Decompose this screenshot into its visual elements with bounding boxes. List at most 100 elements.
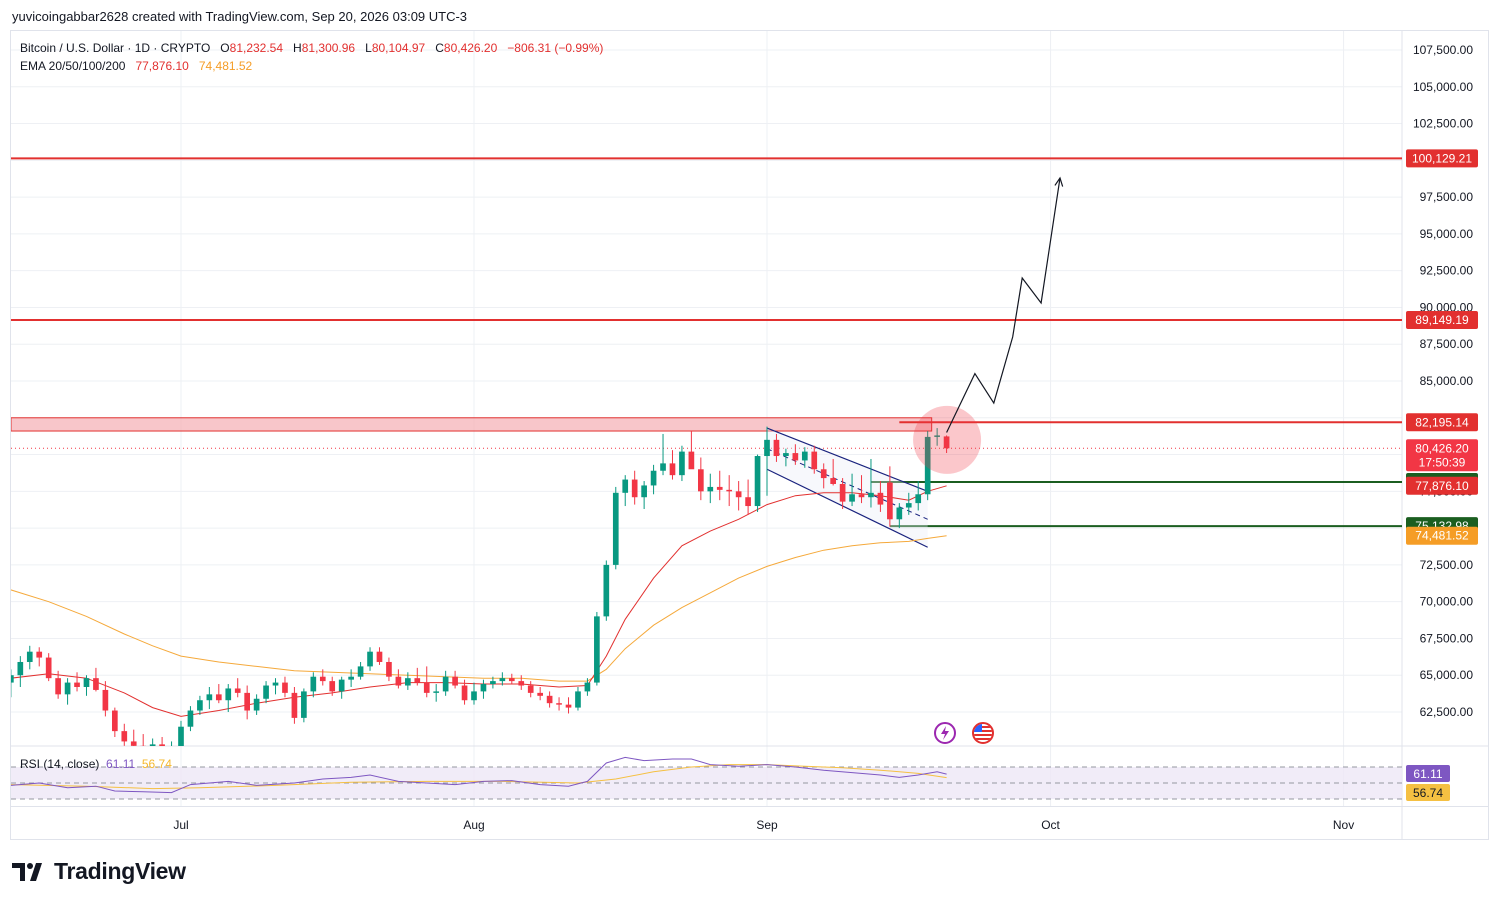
candle-body	[405, 678, 411, 686]
price-tick-label: 85,000.00	[1420, 374, 1474, 388]
high-label: H	[293, 41, 302, 55]
price-tag	[1406, 476, 1478, 495]
candle-body	[698, 469, 704, 492]
candle-body	[225, 688, 232, 701]
candle-body	[291, 692, 298, 718]
ema-label[interactable]: EMA 20/50/100/200	[20, 59, 126, 73]
ema-legend-row: EMA 20/50/100/200 77,876.10 74,481.52	[20, 57, 603, 75]
candle-body	[726, 489, 733, 492]
low-value: 80,104.97	[371, 41, 426, 55]
price-tag	[1406, 149, 1478, 168]
rsi-label[interactable]: RSI (14, close)	[20, 757, 100, 771]
price-tag	[1406, 413, 1478, 432]
candle-body	[660, 463, 666, 471]
candle-body	[55, 678, 61, 695]
candle-body	[187, 710, 194, 727]
candle-body	[112, 710, 118, 732]
candle-body	[565, 704, 572, 708]
price-tick-label: 70,000.00	[1420, 595, 1474, 609]
rsi-value: 61.11	[106, 757, 136, 771]
price-tag-label: 100,129.21	[1412, 151, 1472, 165]
candle-body	[830, 478, 836, 484]
candle-body	[518, 681, 525, 686]
resistance-zone	[11, 417, 933, 432]
price-tick-label: 102,500.00	[1413, 117, 1473, 131]
candle-body	[735, 491, 742, 498]
candle-body	[849, 494, 855, 502]
close-label: C	[435, 41, 444, 55]
candle-body	[423, 682, 430, 693]
chart-legend: Bitcoin / U.S. Dollar · 1D · CRYPTO O 81,…	[20, 39, 603, 75]
candle-body	[679, 451, 685, 476]
candle-body	[924, 436, 931, 495]
candle-body	[745, 497, 751, 507]
candle-body	[45, 657, 52, 679]
candle-body	[272, 682, 279, 686]
lightning-icon[interactable]	[934, 722, 956, 744]
ema20-value: 77,876.10	[135, 59, 189, 73]
candle-body	[471, 691, 477, 701]
candle-body	[537, 692, 543, 696]
candle-body	[887, 482, 893, 520]
price-tick-label: 95,000.00	[1420, 227, 1474, 241]
candle-body	[905, 503, 912, 508]
candle-body	[792, 453, 799, 461]
tradingview-logo[interactable]: TradingView	[12, 858, 186, 885]
candle-body	[83, 678, 90, 687]
candle-body	[376, 651, 383, 662]
projection-arrowhead	[1054, 176, 1064, 187]
candle-body	[433, 691, 440, 693]
price-tick-label: 72,500.00	[1420, 558, 1474, 572]
candle-body	[329, 681, 336, 692]
price-tag	[1406, 439, 1478, 472]
breakout-highlight	[913, 405, 982, 474]
symbol-title[interactable]: Bitcoin / U.S. Dollar · 1D · CRYPTO	[20, 41, 211, 55]
candle-body	[820, 469, 827, 479]
change-value: −806.31 (−0.99%)	[507, 41, 604, 55]
open-label: O	[220, 41, 230, 55]
channel-upper-line	[766, 427, 928, 492]
candle-body	[310, 676, 317, 692]
close-value: 80,426.20	[443, 41, 498, 55]
price-tick-label: 65,000.00	[1420, 668, 1474, 682]
candle-body	[622, 479, 629, 493]
candle-body	[773, 439, 780, 457]
candle-body	[357, 666, 364, 677]
price-tag	[1406, 526, 1478, 545]
candle-body	[584, 682, 591, 692]
price-tick-label: 105,000.00	[1413, 80, 1473, 94]
candle-body	[74, 682, 80, 687]
main-pane	[11, 157, 1402, 746]
candle-body	[631, 479, 638, 498]
candle-body	[253, 698, 260, 711]
ema100-value: 74,481.52	[198, 59, 253, 73]
price-tick-label: 87,500.00	[1420, 337, 1474, 351]
ohlc-legend-row: Bitcoin / U.S. Dollar · 1D · CRYPTO O 81,…	[20, 39, 603, 57]
chart-frame	[10, 30, 1489, 840]
price-tick-label: 67,500.00	[1420, 631, 1474, 645]
candle-body	[943, 436, 950, 449]
time-tick-label: Sep	[756, 818, 778, 832]
candle-body	[612, 492, 619, 565]
candle-body	[102, 689, 109, 711]
price-tick-label: 97,500.00	[1420, 190, 1474, 204]
candle-body	[490, 681, 496, 685]
candle-body	[395, 676, 402, 686]
low-label: L	[365, 41, 372, 55]
us-flag-icon[interactable]	[972, 722, 994, 744]
rsi-tag	[1406, 784, 1450, 801]
high-value: 81,300.96	[301, 41, 356, 55]
candle-body	[338, 679, 345, 692]
candle-body	[556, 703, 562, 705]
candle-body	[93, 678, 99, 690]
candle-body	[707, 486, 714, 492]
candle-body	[801, 451, 808, 461]
candle-body	[159, 744, 165, 746]
candle-body	[896, 507, 903, 520]
candle-body	[669, 463, 676, 476]
candle-body	[858, 494, 865, 498]
candle-body	[839, 483, 846, 502]
candle-body	[36, 651, 43, 658]
ema20-line	[11, 485, 947, 717]
